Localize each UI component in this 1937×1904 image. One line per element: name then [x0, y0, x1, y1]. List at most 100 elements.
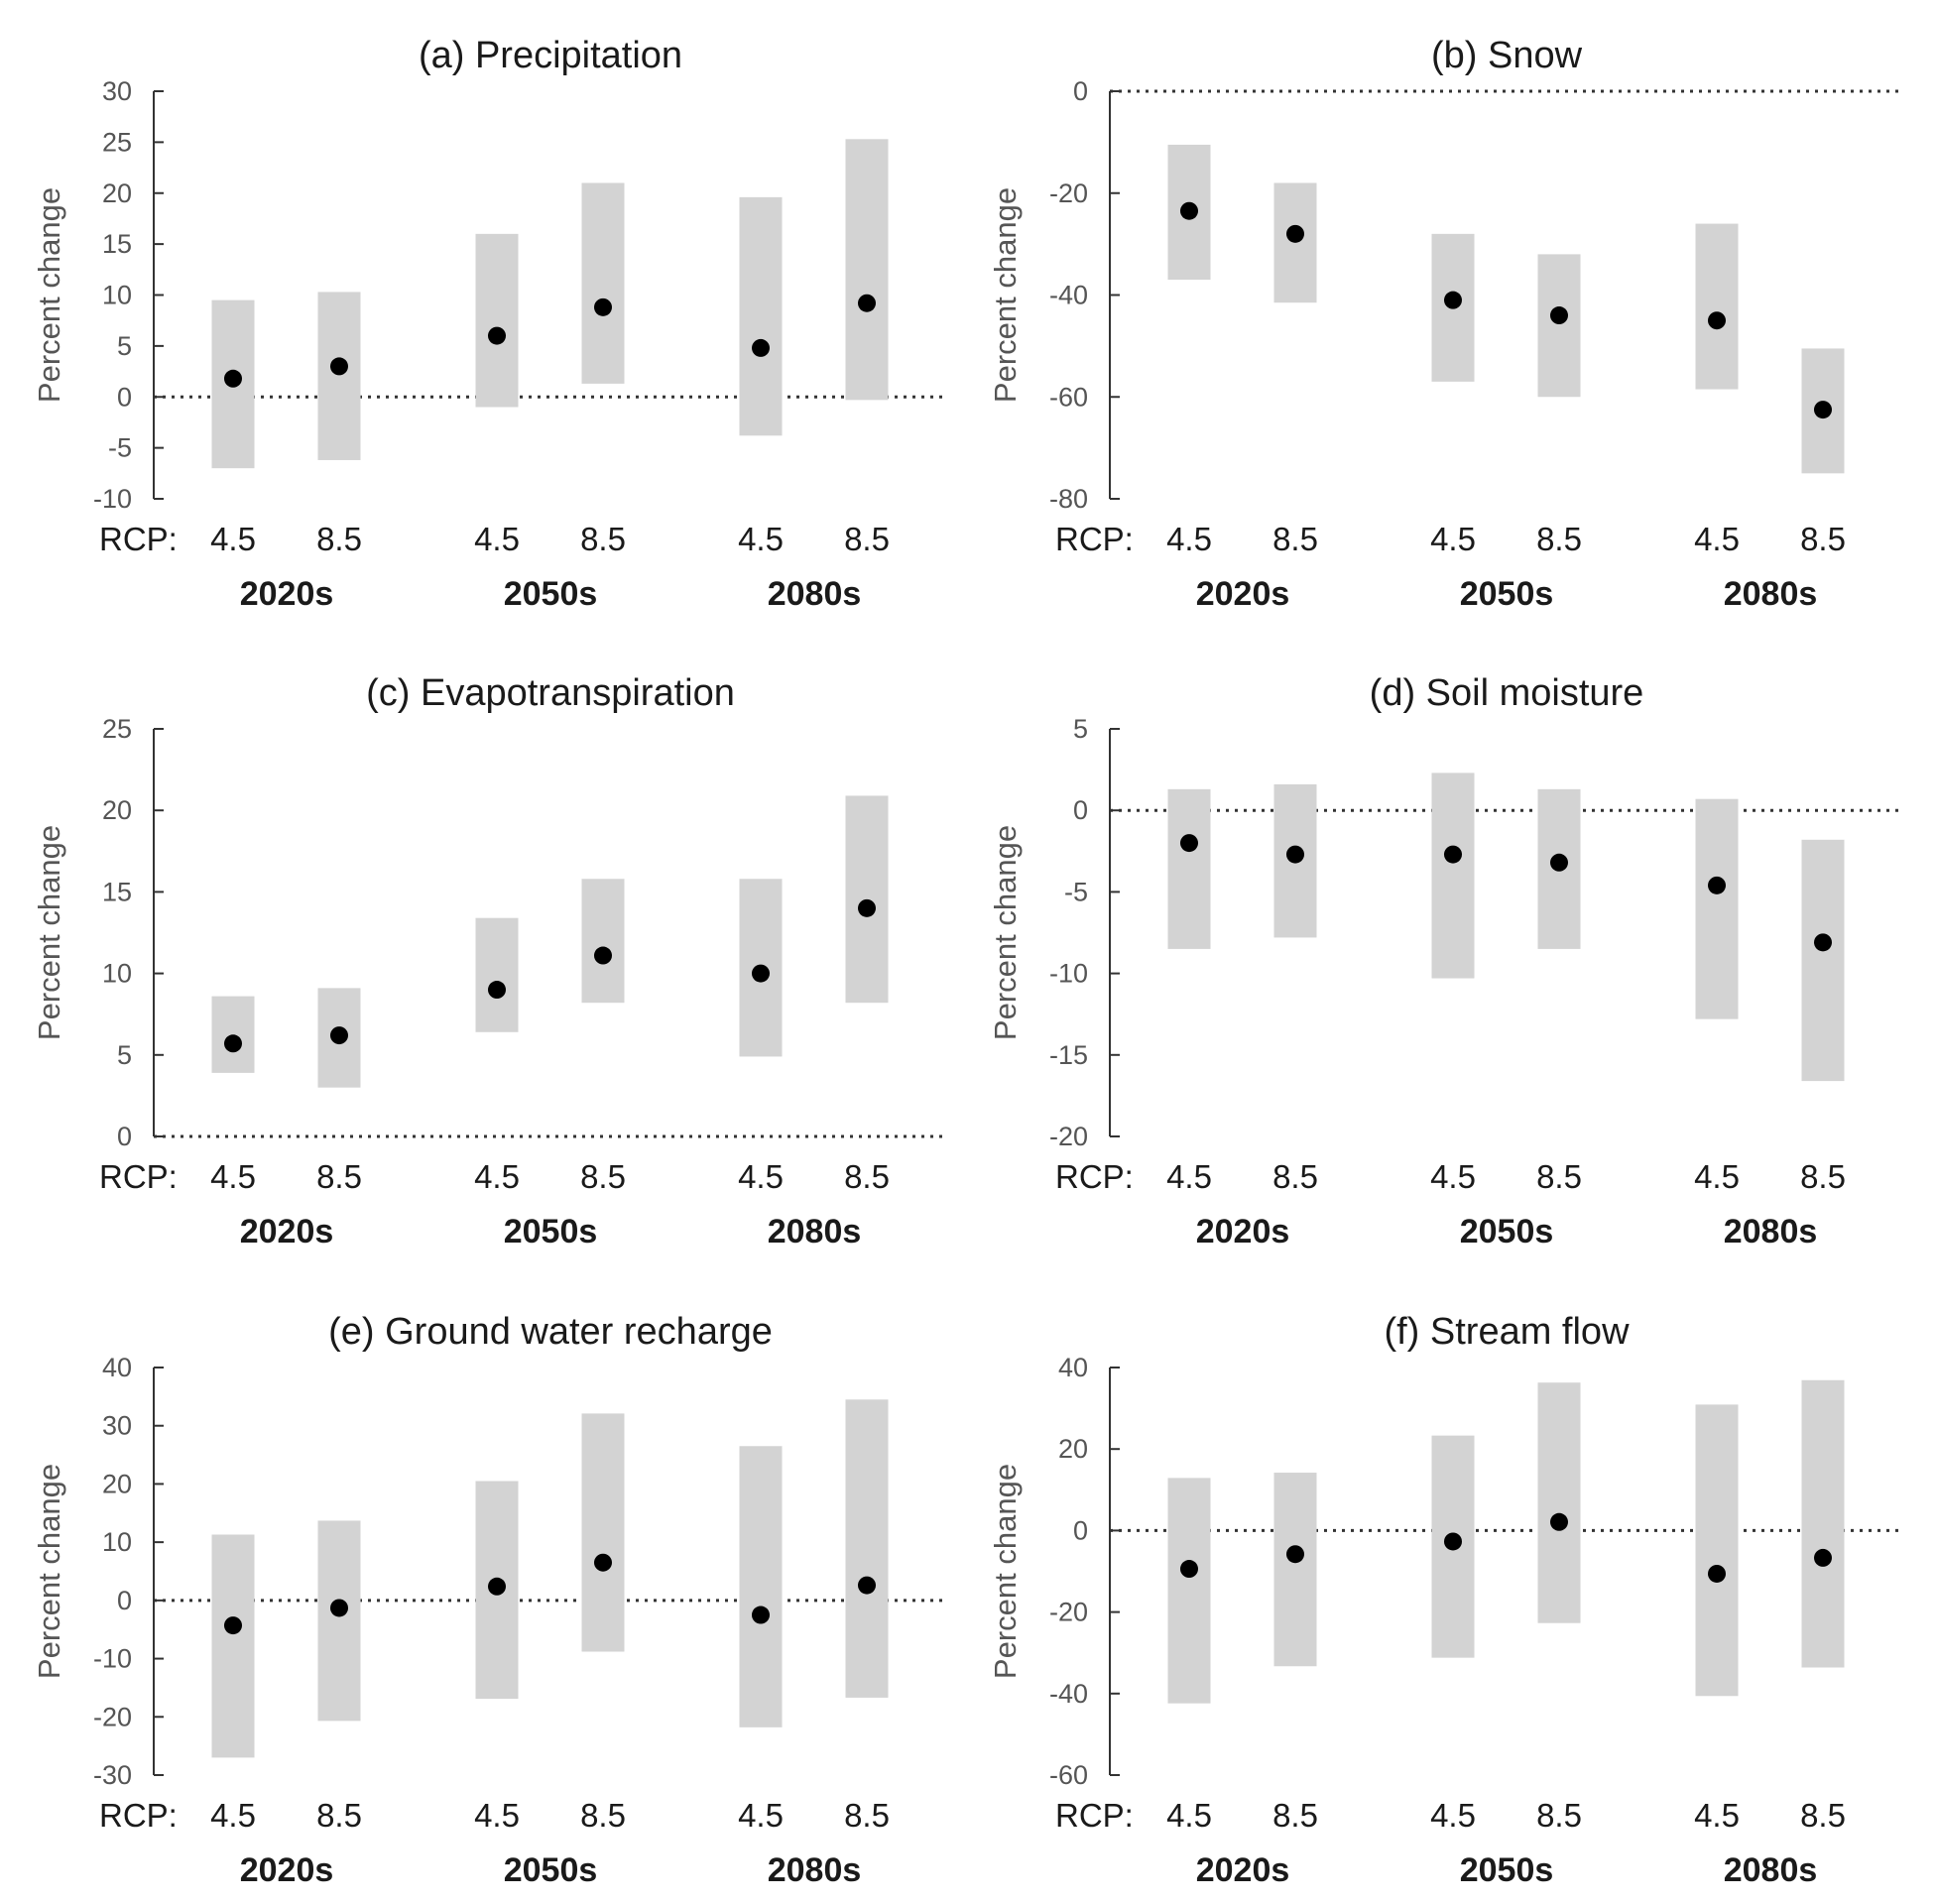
- rcp-value-label: 8.5: [844, 1158, 890, 1195]
- range-bar: [211, 1534, 255, 1758]
- mean-dot: [594, 1553, 612, 1572]
- rcp-value-label: 8.5: [1272, 521, 1318, 557]
- rcp-value-label: 8.5: [1800, 1797, 1846, 1834]
- rcp-value-label: 4.5: [210, 1797, 256, 1834]
- panel-title: (e) Ground water recharge: [328, 1311, 773, 1353]
- range-bar: [581, 1413, 625, 1652]
- y-tick-label: -20: [1049, 1122, 1088, 1151]
- mean-dot: [752, 964, 770, 983]
- decade-label: 2020s: [240, 1851, 334, 1889]
- panel-title: (b) Snow: [1431, 35, 1583, 76]
- mean-dot: [1286, 1545, 1304, 1564]
- y-axis-label: Percent change: [988, 825, 1023, 1040]
- mean-dot: [1550, 306, 1568, 325]
- rcp-value-label: 8.5: [1272, 1797, 1318, 1834]
- y-tick-label: -10: [93, 1644, 132, 1674]
- y-tick-label: 30: [102, 1411, 132, 1441]
- y-axis-label: Percent change: [32, 825, 66, 1040]
- rcp-value-label: 8.5: [844, 521, 890, 557]
- rcp-value-label: 8.5: [580, 1797, 626, 1834]
- decade-label: 2080s: [768, 1851, 862, 1889]
- rcp-value-label: 4.5: [1430, 1797, 1476, 1834]
- mean-dot: [1286, 224, 1304, 243]
- mean-dot: [1550, 1512, 1568, 1531]
- mean-dot: [858, 294, 876, 312]
- mean-dot: [224, 1616, 242, 1635]
- y-axis-label: Percent change: [988, 1464, 1023, 1679]
- mean-dot: [594, 946, 612, 965]
- mean-dot: [1444, 1532, 1462, 1551]
- range-bar: [581, 879, 625, 1004]
- panel-f: (f) Stream flow Percent change -60 -40 -20 0 2…: [988, 1311, 1903, 1889]
- y-tick-label: -10: [93, 484, 132, 514]
- y-tick-label: 5: [117, 331, 132, 361]
- y-tick-label: -5: [1064, 877, 1088, 906]
- mean-dot: [752, 1606, 770, 1624]
- decade-label: 2020s: [1196, 575, 1290, 613]
- decade-label: 2020s: [1196, 1851, 1290, 1889]
- rcp-value-label: 4.5: [1430, 1158, 1476, 1195]
- mean-dot: [1180, 201, 1198, 220]
- range-bar: [1167, 788, 1211, 949]
- rcp-value-label: 4.5: [1430, 521, 1476, 557]
- rcp-value-label: 8.5: [1536, 1158, 1582, 1195]
- y-tick-label: 25: [102, 127, 132, 157]
- decade-label: 2020s: [240, 1213, 334, 1250]
- mean-dot: [224, 1034, 242, 1053]
- panel-c: (c) Evapotranspiration Percent change 0 5 10…: [32, 672, 947, 1250]
- decade-label: 2050s: [504, 1851, 598, 1889]
- rcp-value-label: 8.5: [316, 521, 362, 557]
- decade-label: 2020s: [240, 575, 334, 613]
- y-tick-label: 40: [102, 1353, 132, 1382]
- y-tick-label: 30: [102, 76, 132, 106]
- mean-dot: [488, 981, 506, 1000]
- range-bar: [1431, 773, 1475, 979]
- mean-dot: [330, 1026, 348, 1045]
- rcp-value-label: 8.5: [1800, 1158, 1846, 1195]
- range-bar: [845, 139, 889, 401]
- y-tick-label: -40: [1049, 1679, 1088, 1709]
- rcp-value-label: 4.5: [1694, 1797, 1740, 1834]
- rcp-value-label: 8.5: [580, 1158, 626, 1195]
- y-axis-label: Percent change: [988, 187, 1023, 403]
- rcp-prefix-label: RCP:: [1055, 521, 1134, 557]
- panel-b: (b) Snow Percent change -80 -60 -40 -20 0 4.5 8.…: [988, 35, 1903, 613]
- y-axis-label: Percent change: [32, 187, 66, 403]
- rcp-prefix-label: RCP:: [99, 521, 178, 557]
- y-tick-label: -60: [1049, 382, 1088, 412]
- range-bar: [1801, 839, 1845, 1082]
- mean-dot: [1444, 291, 1462, 309]
- decade-label: 2080s: [1724, 1851, 1818, 1889]
- mean-dot: [1444, 845, 1462, 864]
- rcp-value-label: 8.5: [316, 1158, 362, 1195]
- y-tick-label: -30: [93, 1760, 132, 1790]
- y-tick-label: 5: [117, 1040, 132, 1070]
- rcp-value-label: 8.5: [844, 1797, 890, 1834]
- mean-dot: [1814, 1548, 1832, 1567]
- y-tick-label: 20: [102, 178, 132, 208]
- decade-label: 2050s: [1460, 1213, 1554, 1250]
- y-tick-label: 0: [1073, 795, 1088, 825]
- y-tick-label: -60: [1049, 1760, 1088, 1790]
- mean-dot: [488, 1577, 506, 1596]
- y-tick-label: 20: [102, 1469, 132, 1498]
- range-bar: [1695, 1404, 1739, 1697]
- rcp-value-label: 8.5: [1272, 1158, 1318, 1195]
- y-tick-label: -80: [1049, 484, 1088, 514]
- rcp-value-label: 4.5: [1694, 1158, 1740, 1195]
- decade-label: 2050s: [504, 1213, 598, 1250]
- range-bar: [475, 233, 519, 408]
- mean-dot: [1708, 876, 1726, 894]
- panel-title: (f) Stream flow: [1384, 1311, 1630, 1353]
- mean-dot: [1180, 834, 1198, 853]
- decade-label: 2050s: [504, 575, 598, 613]
- rcp-value-label: 8.5: [316, 1797, 362, 1834]
- rcp-value-label: 8.5: [580, 521, 626, 557]
- mean-dot: [1550, 853, 1568, 872]
- rcp-value-label: 4.5: [1166, 521, 1212, 557]
- range-bar: [581, 182, 625, 384]
- y-tick-label: 15: [102, 229, 132, 259]
- rcp-value-label: 4.5: [738, 1158, 784, 1195]
